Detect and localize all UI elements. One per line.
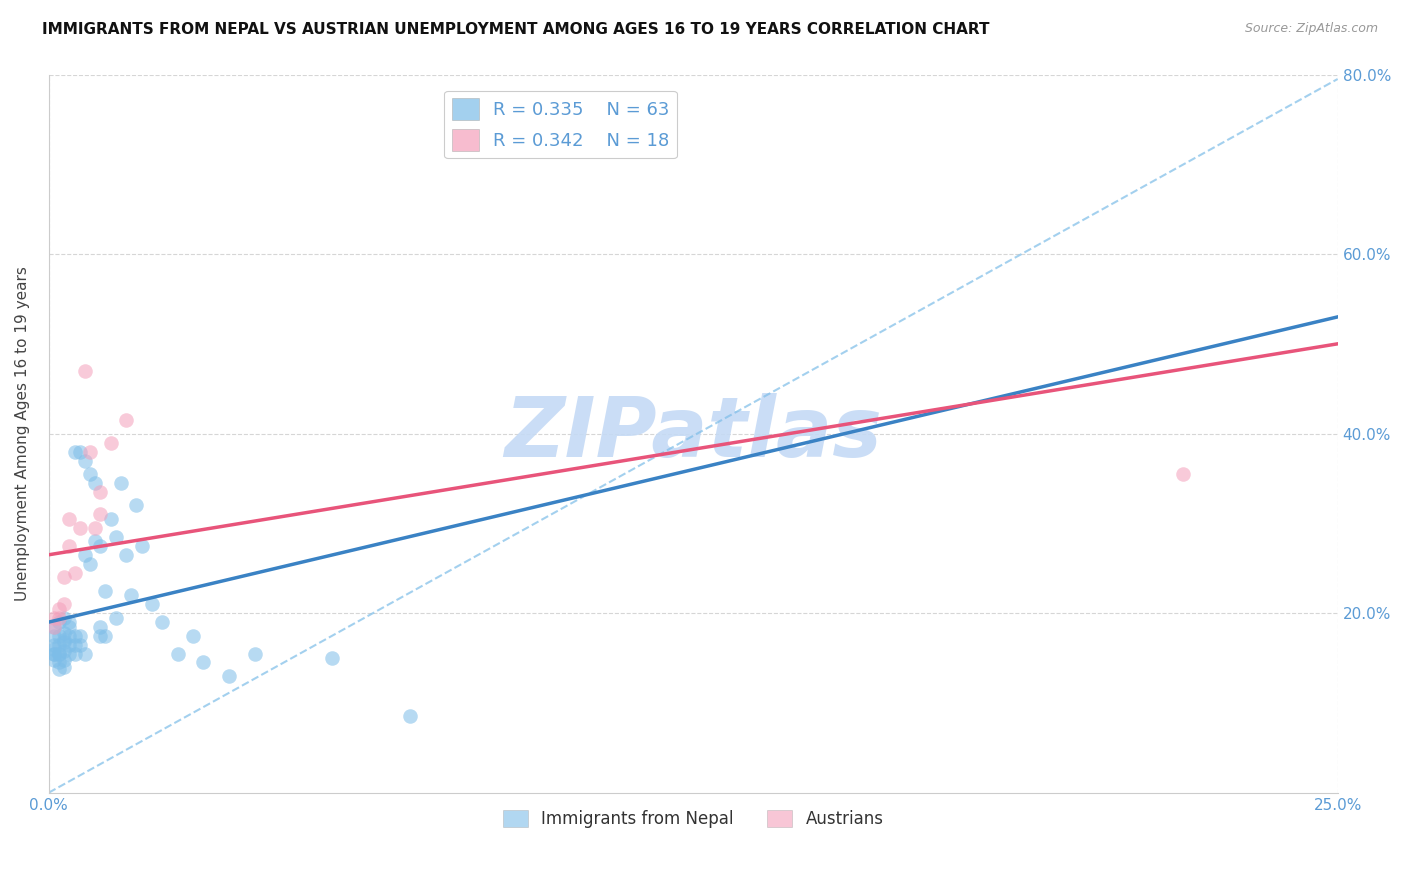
Point	[84, 534, 107, 549]
Point	[73, 364, 96, 378]
Point	[79, 444, 101, 458]
Point	[104, 610, 127, 624]
Point	[48, 610, 70, 624]
Point	[53, 633, 76, 648]
Point	[84, 475, 107, 490]
Point	[69, 521, 91, 535]
Point	[53, 570, 76, 584]
Point	[120, 588, 142, 602]
Point	[48, 601, 70, 615]
Point	[63, 647, 86, 661]
Point	[48, 629, 70, 643]
Point	[42, 647, 65, 661]
Point	[58, 629, 80, 643]
Point	[89, 629, 111, 643]
Text: IMMIGRANTS FROM NEPAL VS AUSTRIAN UNEMPLOYMENT AMONG AGES 16 TO 19 YEARS CORRELA: IMMIGRANTS FROM NEPAL VS AUSTRIAN UNEMPL…	[42, 22, 990, 37]
Point	[89, 619, 111, 633]
Point	[166, 647, 188, 661]
Point	[79, 557, 101, 571]
Point	[69, 629, 91, 643]
Point	[321, 651, 343, 665]
Point	[42, 642, 65, 657]
Point	[104, 530, 127, 544]
Point	[141, 597, 163, 611]
Y-axis label: Unemployment Among Ages 16 to 19 years: Unemployment Among Ages 16 to 19 years	[15, 266, 30, 601]
Point	[58, 619, 80, 633]
Point	[398, 709, 420, 723]
Point	[218, 669, 240, 683]
Point	[53, 610, 76, 624]
Point	[63, 566, 86, 580]
Point	[63, 444, 86, 458]
Point	[58, 647, 80, 661]
Point	[63, 629, 86, 643]
Text: Source: ZipAtlas.com: Source: ZipAtlas.com	[1244, 22, 1378, 36]
Point	[1171, 467, 1194, 481]
Point	[42, 629, 65, 643]
Point	[69, 638, 91, 652]
Point	[48, 638, 70, 652]
Point	[42, 653, 65, 667]
Point	[84, 521, 107, 535]
Point	[42, 619, 65, 633]
Point	[48, 647, 70, 661]
Point	[53, 644, 76, 658]
Point	[115, 413, 138, 427]
Point	[58, 638, 80, 652]
Point	[89, 508, 111, 522]
Point	[131, 539, 153, 553]
Point	[42, 619, 65, 633]
Text: ZIPatlas: ZIPatlas	[505, 393, 882, 474]
Point	[42, 610, 65, 624]
Point	[243, 647, 266, 661]
Point	[69, 444, 91, 458]
Point	[100, 435, 122, 450]
Point	[53, 597, 76, 611]
Point	[53, 660, 76, 674]
Point	[193, 656, 215, 670]
Point	[73, 647, 96, 661]
Point	[79, 467, 101, 481]
Point	[48, 656, 70, 670]
Point	[125, 499, 148, 513]
Point	[53, 635, 76, 649]
Point	[42, 647, 65, 661]
Point	[89, 539, 111, 553]
Point	[58, 512, 80, 526]
Point	[48, 662, 70, 676]
Legend: Immigrants from Nepal, Austrians: Immigrants from Nepal, Austrians	[496, 803, 890, 835]
Point	[58, 539, 80, 553]
Point	[73, 548, 96, 562]
Point	[48, 647, 70, 661]
Point	[115, 548, 138, 562]
Point	[181, 629, 204, 643]
Point	[73, 453, 96, 467]
Point	[58, 615, 80, 629]
Point	[150, 615, 173, 629]
Point	[89, 484, 111, 499]
Point	[110, 475, 132, 490]
Point	[42, 638, 65, 652]
Point	[100, 512, 122, 526]
Point	[94, 629, 117, 643]
Point	[94, 583, 117, 598]
Point	[63, 638, 86, 652]
Point	[53, 653, 76, 667]
Point	[48, 615, 70, 629]
Point	[53, 625, 76, 640]
